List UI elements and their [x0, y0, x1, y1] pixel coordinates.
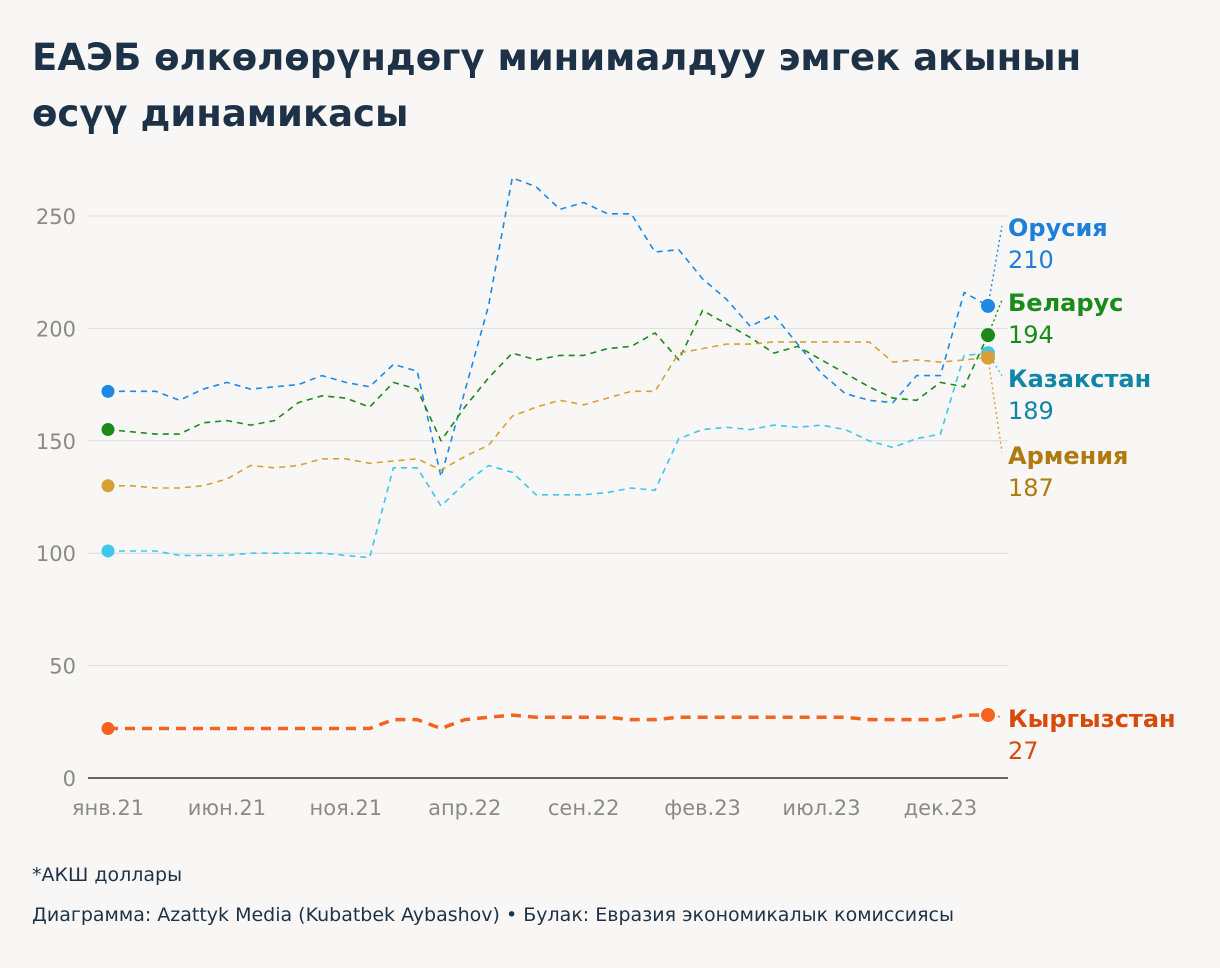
x-tick-label: дек.23	[904, 796, 978, 820]
series-line-0	[108, 177, 989, 478]
label-leader-3	[987, 357, 1003, 453]
y-tick-label: 0	[63, 767, 76, 791]
x-axis: янв.21 июн.21 ноя.21 апр.22 сен.22 фев.23 июл.…	[72, 796, 977, 820]
y-axis: 0 50 100 150 200 250	[36, 205, 76, 791]
start-marker-2	[101, 544, 115, 558]
x-tick-label: ноя.21	[310, 796, 383, 820]
end-marker-1	[981, 328, 995, 343]
series-value-label: 194	[1008, 321, 1054, 349]
end-marker-4	[981, 708, 995, 723]
x-tick-label: фев.23	[664, 796, 741, 820]
start-marker-3	[101, 479, 115, 493]
end-marker-0	[981, 298, 995, 313]
series-value-label: 210	[1008, 246, 1054, 274]
series-line-2	[108, 352, 989, 559]
series-line-4	[108, 713, 988, 731]
x-tick-label: апр.22	[428, 796, 501, 820]
series-value-label: 189	[1008, 397, 1054, 425]
grid-lines	[88, 215, 1008, 779]
x-tick-label: сен.22	[548, 796, 620, 820]
x-tick-label: янв.21	[72, 796, 144, 820]
y-tick-label: 100	[36, 542, 76, 566]
line-chart: 0 50 100 150 200 250 янв.21 июн.21 ноя.21 апр.22…	[36, 177, 1176, 820]
unit-note: *АКШ доллары	[32, 864, 183, 886]
source-credit: Диаграмма: Azattyk Media (Kubatbek Aybas…	[32, 904, 955, 926]
series-name-label: Казакстан	[1008, 365, 1151, 393]
series-name-label: Орусия	[1008, 214, 1108, 242]
series-value-label: 187	[1008, 474, 1054, 502]
start-marker-1	[101, 423, 115, 437]
series-line-1	[107, 309, 989, 442]
y-tick-label: 250	[36, 205, 76, 229]
series-lines	[107, 177, 1003, 731]
end-marker-3	[981, 350, 995, 365]
label-leader-4	[987, 714, 1003, 718]
series-name-label: Армения	[1008, 442, 1128, 470]
y-tick-label: 150	[36, 430, 76, 454]
series-value-label: 27	[1008, 737, 1039, 765]
y-tick-label: 50	[49, 655, 76, 679]
start-marker-0	[101, 384, 115, 398]
series-name-label: Кыргызстан	[1008, 705, 1176, 733]
y-tick-label: 200	[36, 317, 76, 341]
x-tick-label: июл.23	[782, 796, 860, 820]
chart-title: ЕАЭБ өлкөлөрүндөгү минималдуу эмгек акын…	[32, 36, 1082, 135]
series-name-label: Беларус	[1008, 289, 1123, 317]
start-marker-4	[101, 722, 115, 736]
series-end-markers	[101, 298, 995, 736]
series-labels: Орусия 210 Беларус 194 Казакстан 189 Армения 18…	[1008, 214, 1176, 765]
series-line-3	[108, 341, 989, 489]
x-tick-label: июн.21	[188, 796, 266, 820]
label-leader-0	[987, 225, 1003, 307]
